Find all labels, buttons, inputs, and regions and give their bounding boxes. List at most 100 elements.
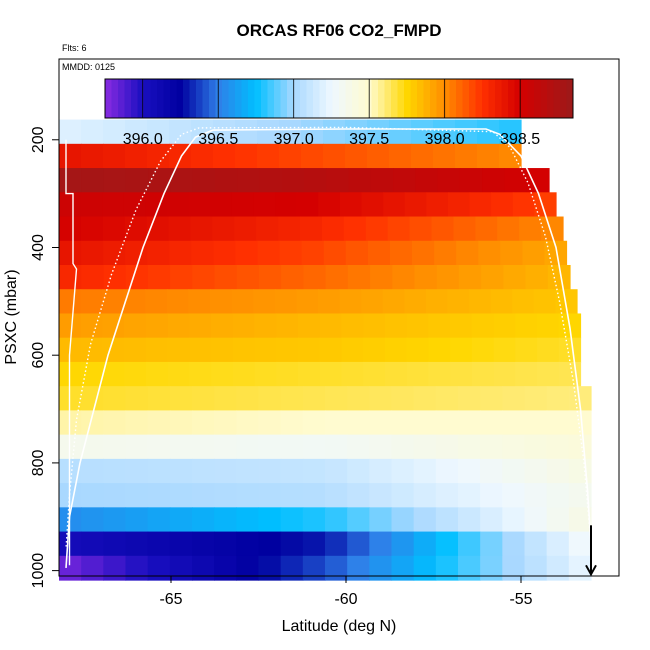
heatmap-cell (383, 192, 406, 218)
heatmap-cell (169, 386, 193, 411)
heatmap-cell (393, 168, 416, 193)
heatmap-cell (347, 434, 370, 460)
heatmap-cell (391, 434, 415, 460)
heatmap-cell (384, 337, 408, 363)
heatmap-cell (235, 240, 259, 266)
heatmap-cell (81, 434, 104, 460)
colorbar-tick-label: 396.5 (198, 131, 238, 148)
heatmap-cell (258, 264, 282, 290)
heatmap-cell (302, 458, 326, 484)
heatmap-cell (323, 240, 347, 266)
colorbar-swatch (397, 79, 405, 118)
colorbar-swatch (235, 79, 242, 118)
heatmap-cell (234, 216, 257, 242)
heatmap-cell (428, 313, 451, 339)
heatmap-cell (434, 240, 457, 266)
colorbar-swatch (163, 79, 171, 118)
heatmap-cell (210, 289, 233, 315)
heatmap-cell (389, 240, 413, 266)
heatmap-cell (367, 240, 391, 266)
heatmap-cell (258, 458, 282, 484)
colorbar-swatch (371, 79, 379, 118)
heatmap-cell (59, 168, 82, 193)
heatmap-cell (413, 531, 437, 557)
heatmap-cell (59, 386, 82, 411)
y-tick-label: 400 (30, 234, 47, 261)
heatmap-cell (125, 458, 149, 484)
colorbar-swatch (358, 79, 366, 118)
heatmap-cell (369, 555, 393, 581)
heatmap-cell (568, 531, 592, 557)
heatmap-cell (435, 483, 459, 508)
heatmap-cell (450, 337, 473, 363)
heatmap-cell (124, 361, 147, 387)
heatmap-cell (325, 264, 349, 290)
heatmap-cell (280, 531, 304, 557)
heatmap-cell (280, 483, 304, 508)
heatmap-cell (278, 216, 301, 242)
heatmap-cell (568, 483, 592, 508)
heatmap-cell (369, 483, 393, 508)
colorbar-swatch (482, 79, 489, 118)
heatmap-cell (258, 507, 282, 533)
heatmap-cell (235, 143, 258, 169)
colorbar: 396.0 396.5 397.0 397.5 398.0 398.5 (104, 78, 574, 148)
heatmap-cell (254, 337, 277, 363)
heatmap-cell (406, 361, 429, 387)
heatmap-cell (404, 289, 427, 315)
colorbar-swatch (202, 79, 210, 118)
heatmap-cell (124, 313, 147, 339)
heatmap-cell (325, 434, 348, 460)
heatmap-cell (339, 192, 363, 218)
heatmap-cell (125, 143, 148, 169)
heatmap-cell (59, 119, 82, 145)
heatmap-cell (555, 289, 578, 315)
heatmap-cell (370, 168, 394, 193)
heatmap-cell (236, 555, 260, 581)
heatmap-cell (103, 386, 127, 411)
heatmap-cell (214, 386, 237, 411)
heatmap-cell (188, 192, 211, 218)
heatmap-cell (303, 264, 327, 290)
heatmap-cell (512, 192, 535, 218)
heatmap-cell (302, 507, 326, 533)
heatmap-cell (515, 337, 538, 363)
heatmap-cell (211, 337, 234, 363)
heatmap-cell (81, 264, 105, 290)
heatmap-cell (275, 192, 298, 218)
heatmap-cell (211, 313, 234, 339)
heatmap-cell (546, 434, 570, 460)
heatmap-cell (232, 361, 256, 387)
heatmap-cell (80, 337, 104, 363)
heatmap-cell (169, 410, 193, 436)
colorbar-swatch (183, 79, 190, 118)
heatmap-cell (103, 555, 127, 581)
heatmap-cell (302, 386, 326, 411)
heatmap-cell (436, 264, 460, 290)
heatmap-cell (59, 240, 82, 266)
heatmap-cell (81, 240, 104, 266)
heatmap-cell (80, 361, 104, 387)
heatmap-cell (301, 119, 324, 145)
heatmap-cell (345, 240, 369, 266)
heatmap-cell (558, 337, 582, 363)
date-annotation: MMDD: 0125 (62, 62, 115, 72)
heatmap-cell (481, 264, 504, 290)
heatmap-cell (475, 216, 498, 242)
heatmap-cell (59, 216, 82, 242)
heatmap-cell (361, 192, 384, 218)
heatmap-cell (103, 434, 127, 460)
heatmap-cell (192, 531, 215, 557)
heatmap-cell (147, 143, 170, 169)
heatmap-cell (471, 361, 495, 387)
heatmap-cell (279, 119, 302, 145)
heatmap-cell (123, 192, 147, 218)
heatmap-cell (369, 507, 393, 533)
heatmap-cell (258, 483, 282, 508)
heatmap-cell (525, 264, 549, 290)
heatmap-cell (280, 434, 304, 460)
heatmap-cell (384, 313, 408, 339)
heatmap-cell (391, 386, 415, 411)
heatmap-cell (298, 313, 321, 339)
heatmap-cell (191, 240, 215, 266)
